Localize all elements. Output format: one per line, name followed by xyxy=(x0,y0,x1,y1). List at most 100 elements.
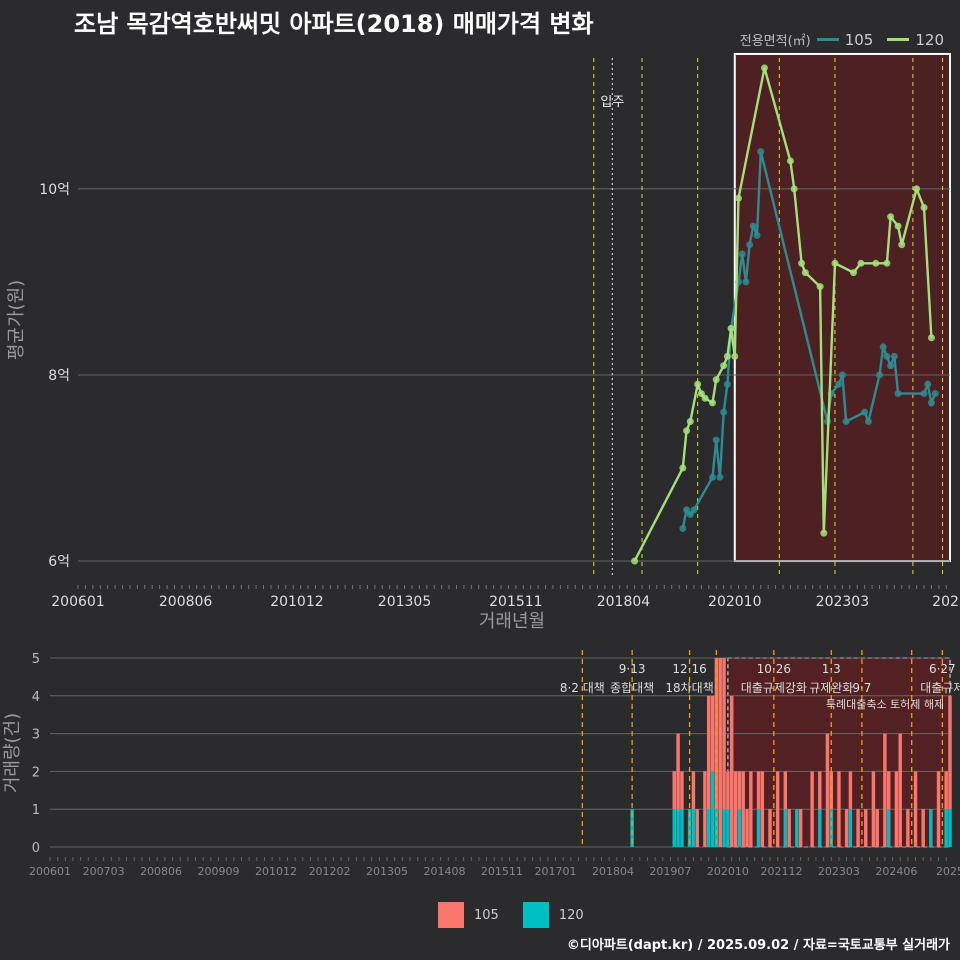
bar-105 xyxy=(844,809,849,847)
bar-120 xyxy=(818,809,822,847)
bar-120 xyxy=(680,809,684,847)
move-in-label: 입주 xyxy=(600,95,624,110)
data-point-105 xyxy=(749,222,757,230)
y-axis-label: 평균가(원) xyxy=(6,280,27,360)
data-point-105 xyxy=(883,352,891,360)
bar-120 xyxy=(687,809,692,847)
bar-105 xyxy=(883,733,887,847)
y-tick-label: 10억 xyxy=(39,182,70,198)
bar-105 xyxy=(936,771,941,847)
bar-105 xyxy=(818,771,822,810)
bar-legend-label-105: 105 xyxy=(474,907,499,923)
y-tick-label: 3 xyxy=(32,728,40,743)
legend-swatch-120 xyxy=(887,38,910,41)
bar-legend-label-120: 120 xyxy=(558,907,584,923)
bar-105 xyxy=(768,809,772,847)
x-tick-label: 202010 xyxy=(708,594,761,610)
bar-105 xyxy=(676,733,680,810)
data-point-120 xyxy=(883,259,891,267)
data-point-105 xyxy=(927,399,935,407)
data-point-120 xyxy=(920,203,928,211)
bar-105 xyxy=(718,658,722,847)
data-point-105 xyxy=(720,408,728,416)
policy-extra-label: 특례대출축소 토허제 해제 xyxy=(826,697,944,711)
bar-120 xyxy=(726,809,730,847)
legend-label-120: 120 xyxy=(915,30,944,49)
data-point-105 xyxy=(864,417,872,425)
bar-105 xyxy=(760,771,765,847)
x-tick-label: 201305 xyxy=(366,865,408,878)
bar-120 xyxy=(948,809,952,847)
bar-105 xyxy=(798,809,803,847)
bar-105 xyxy=(741,771,745,847)
data-point-105 xyxy=(887,362,895,370)
x-tick-label: 201202 xyxy=(309,865,351,878)
bar-105 xyxy=(787,809,791,847)
policy-date-label: 1·3 xyxy=(822,662,841,676)
data-point-120 xyxy=(887,213,895,221)
data-point-105 xyxy=(712,436,720,444)
y-tick-label: 2 xyxy=(32,765,40,780)
bar-120 xyxy=(887,809,891,847)
bar-105 xyxy=(829,771,833,810)
bar-105 xyxy=(691,771,696,810)
data-point-120 xyxy=(734,194,742,202)
data-point-120 xyxy=(697,390,705,398)
bar-legend-swatch-120 xyxy=(522,902,549,928)
data-point-105 xyxy=(890,352,898,360)
bar-105 xyxy=(948,695,952,810)
bar-120 xyxy=(944,809,948,847)
bar-105 xyxy=(729,695,734,847)
x-tick-label: 201511 xyxy=(481,865,523,878)
bar-105 xyxy=(837,771,841,847)
policy-date-label: 10·26 xyxy=(757,662,791,676)
series-line-105 xyxy=(681,151,937,529)
data-point-105 xyxy=(746,241,754,249)
data-point-120 xyxy=(898,241,906,249)
bar-105 xyxy=(810,771,814,847)
x-tick-label: 201012 xyxy=(255,865,297,878)
bar-105 xyxy=(871,771,876,847)
bar-legend: 105 120 xyxy=(438,902,584,928)
data-point-120 xyxy=(831,259,839,267)
data-point-105 xyxy=(683,506,691,514)
bar-120 xyxy=(756,809,761,847)
x-tick-label: 201701 xyxy=(535,865,577,878)
bar-105 xyxy=(913,771,918,847)
policy-name-label: 18차대책 xyxy=(665,680,713,695)
bar-105 xyxy=(894,771,899,847)
data-point-120 xyxy=(790,185,798,193)
x-tick-label: 201408 xyxy=(423,865,465,878)
data-point-120 xyxy=(760,64,768,72)
x-tick-label: 201907 xyxy=(649,865,691,878)
bar-105 xyxy=(775,771,780,847)
x-tick-label: 201012 xyxy=(270,594,323,610)
policy-name-label: 8·2 대책 xyxy=(560,680,605,695)
bar-120 xyxy=(710,771,715,847)
bar-120 xyxy=(714,809,719,847)
data-point-120 xyxy=(857,259,865,267)
policy-name-label: 대출규제 xyxy=(920,681,960,695)
bar-120 xyxy=(672,809,676,847)
bar-105 xyxy=(695,809,699,847)
data-point-120 xyxy=(786,157,794,165)
bar-105 xyxy=(703,771,707,847)
policy-name-label: 대출규제강화 xyxy=(741,681,807,695)
data-point-120 xyxy=(701,394,709,402)
policy-date-label: 12·16 xyxy=(672,662,706,676)
data-point-105 xyxy=(679,524,687,532)
y-tick-label: 0 xyxy=(32,841,40,856)
x-tick-label: 200601 xyxy=(29,865,71,878)
bar-105 xyxy=(921,809,925,847)
highlight-region xyxy=(733,52,951,563)
data-point-105 xyxy=(686,511,694,519)
data-point-120 xyxy=(712,376,720,384)
bar-105 xyxy=(672,771,676,810)
x-tick-label: 201804 xyxy=(592,865,634,878)
bar-105 xyxy=(864,809,868,847)
bar-105 xyxy=(722,658,726,810)
chart-title: 조남 목감역호반써밋 아파트(2018) 매매가격 변화 xyxy=(74,10,594,38)
data-point-120 xyxy=(872,259,880,267)
data-point-105 xyxy=(920,390,928,398)
y-tick-label: 8억 xyxy=(48,368,70,384)
